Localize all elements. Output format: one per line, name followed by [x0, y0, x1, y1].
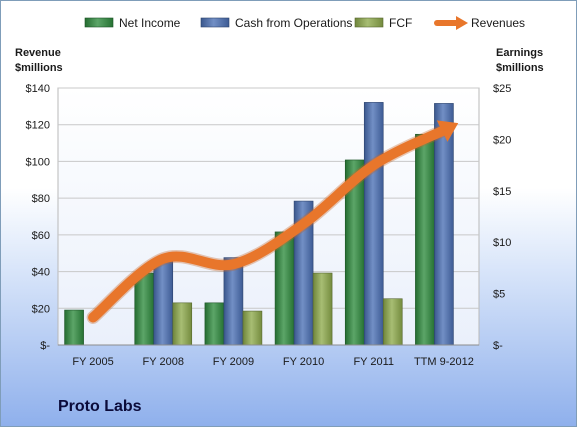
- category-label: FY 2008: [143, 356, 184, 368]
- right-tick-label: $5: [493, 289, 505, 301]
- left-tick-label: $120: [26, 120, 50, 132]
- legend-swatch: [200, 17, 230, 28]
- left-tick-label: $140: [26, 83, 50, 95]
- bar-net-income: [64, 309, 84, 346]
- right-axis-title: Earnings: [496, 47, 543, 59]
- right-tick-label: $15: [493, 186, 511, 198]
- category-label: TTM 9-2012: [414, 356, 474, 368]
- right-tick-label: $-: [493, 340, 503, 352]
- revenue-line: [86, 120, 459, 324]
- category-label: FY 2010: [283, 356, 324, 368]
- left-tick-label: $100: [26, 156, 50, 168]
- right-axis-title-units: $millions: [496, 62, 544, 74]
- category-label: FY 2005: [72, 356, 113, 368]
- legend-label: Revenues: [471, 16, 525, 30]
- plot-area: [57, 87, 480, 346]
- left-tick-label: $40: [32, 267, 50, 279]
- bar-cash-from-operations: [153, 259, 174, 346]
- bar-fcf: [312, 272, 333, 346]
- bar-net-income: [204, 302, 225, 346]
- legend-swatch: [84, 17, 114, 28]
- axes: $- $20 $40 $60 $80 $100 $120 $140 $- $5 $10 $15 $20 $…: [15, 47, 544, 368]
- left-tick-label: $20: [32, 303, 50, 315]
- right-tick-label: $20: [493, 134, 511, 146]
- bar-fcf: [382, 298, 403, 346]
- revenue-line-path: [88, 125, 449, 323]
- left-tick-label: $-: [40, 340, 50, 352]
- legend-label: Cash from Operations: [235, 16, 352, 30]
- left-tick-label: $80: [32, 193, 50, 205]
- left-axis-title: Revenue: [15, 47, 61, 59]
- bar-fcf: [242, 310, 263, 346]
- legend-label: FCF: [389, 16, 412, 30]
- right-tick-label: $25: [493, 83, 511, 95]
- bar-net-income: [415, 133, 435, 346]
- legend: Net Income Cash from Operations FCF Revenue…: [84, 16, 525, 30]
- bar-fcf: [172, 302, 193, 346]
- revenue-arrowhead: [436, 120, 459, 142]
- legend-arrow: [456, 16, 468, 30]
- left-tick-label: $60: [32, 230, 50, 242]
- category-label: FY 2009: [213, 356, 254, 368]
- category-label: FY 2011: [353, 356, 394, 368]
- left-axis-title-units: $millions: [15, 62, 63, 74]
- bar-cash-from-operations: [363, 102, 384, 346]
- bars: [64, 102, 454, 346]
- legend-label: Net Income: [119, 16, 181, 30]
- legend-swatch: [354, 17, 384, 28]
- company-name: Proto Labs: [58, 398, 142, 415]
- right-tick-label: $10: [493, 237, 511, 249]
